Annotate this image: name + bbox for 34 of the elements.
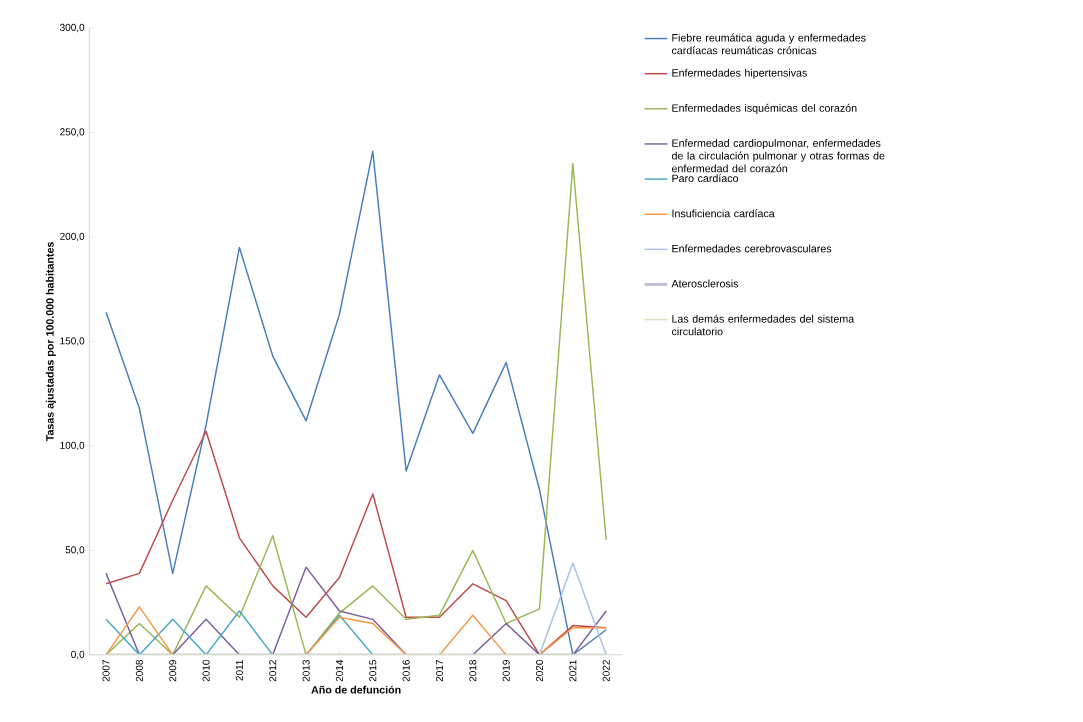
legend-label: Aterosclerosis — [671, 279, 739, 288]
legend-label: Enfermedades hipertensivas — [672, 69, 807, 79]
x-tick-label: 2016 — [402, 660, 410, 682]
y-tick-label: 150,0 — [60, 337, 85, 346]
y-tick-label: 250,0 — [60, 128, 85, 137]
legend-label: Enfermedades cerebrovasculares — [672, 244, 832, 253]
x-tick-label: 2019 — [502, 660, 510, 682]
legend-label: Fiebre reumática aguda y enfermedades cardíacas reumáticas crónicas — [671, 33, 866, 55]
x-axis-title: Año de defunción — [311, 685, 401, 694]
x-tick-label: 2017 — [435, 660, 444, 682]
x-tick-label: 2008 — [135, 660, 143, 682]
x-tick-label: 2011 — [235, 660, 243, 681]
legend-label: Insuficiencia cardíaca — [672, 209, 775, 218]
legend-label: Enfermedad cardiopulmonar, enfermedades de la circulación pulmonar y otras formas de enfermedad del corazón — [671, 139, 885, 173]
legend-label: Enfermedades isquémicas del corazón — [672, 104, 857, 115]
x-tick-label: 2020 — [535, 660, 544, 682]
x-tick-label: 2010 — [202, 660, 210, 682]
y-tick-label: 0,0 — [71, 650, 85, 660]
y-tick-label: 100,0 — [60, 441, 85, 451]
x-tick-label: 2009 — [169, 660, 177, 682]
x-tick-label: 2022 — [602, 660, 610, 682]
x-tick-label: 2007 — [102, 660, 110, 682]
x-tick-label: 2012 — [269, 660, 277, 682]
x-tick-label: 2021 — [569, 660, 577, 682]
y-axis-title: Tasas ajustadas por 100.000 habitantes — [45, 242, 56, 442]
y-tick-label: 300,0 — [60, 24, 85, 33]
x-tick-label: 2015 — [369, 660, 377, 682]
legend-label: Paro cardíaco — [672, 174, 739, 183]
x-tick-label: 2014 — [335, 660, 343, 682]
legend-label: Las demás enfermedades del sistema circulatorio — [671, 314, 855, 336]
x-tick-label: 2013 — [302, 660, 310, 682]
y-tick-label: 200,0 — [60, 233, 85, 242]
x-tick-label: 2018 — [469, 660, 477, 682]
y-tick-label: 50,0 — [65, 546, 85, 555]
